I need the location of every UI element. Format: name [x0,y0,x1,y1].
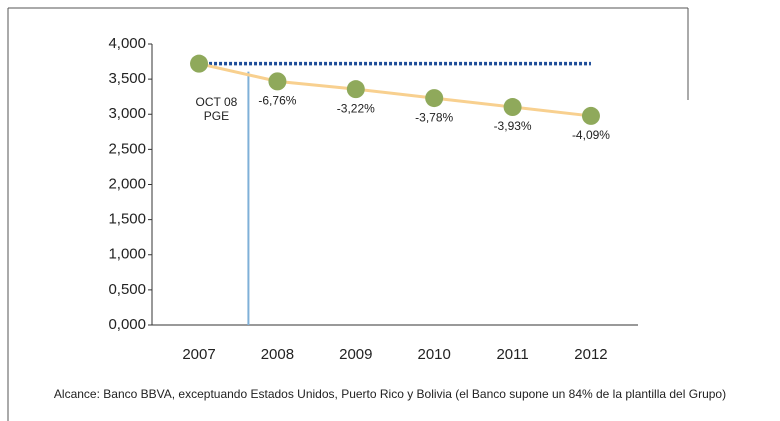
point-label: -4,09% [572,128,610,142]
footnote: Alcance: Banco BBVA, exceptuando Estados… [54,387,726,401]
point [425,89,444,108]
x-tick-label: 2010 [418,346,451,363]
point-label: -6,76% [258,94,296,108]
x-tick-label: 2008 [261,346,294,363]
point [346,80,365,99]
y-tick-label: 3,000 [108,105,146,122]
y-tick-label: 4,000 [108,35,146,52]
x-tick-label: 2007 [182,346,215,363]
point [190,54,209,73]
x-tick-label: 2012 [574,346,607,363]
point-label: -3,93% [494,119,532,133]
point-label: -3,22% [337,101,375,115]
y-tick-label: 2,500 [108,140,146,157]
point [581,106,600,125]
y-tick-label: 1,000 [108,246,146,263]
event-label: OCT 08 [196,95,238,109]
y-tick-label: 0,500 [108,281,146,298]
x-tick-label: 2009 [339,346,372,363]
point-label: -3,78% [415,110,453,124]
event-label: PGE [204,109,229,123]
point [268,72,287,91]
y-tick-label: 3,500 [108,70,146,87]
y-tick-label: 0,000 [108,316,146,333]
y-tick-label: 2,000 [108,175,146,192]
point [503,98,522,117]
x-tick-label: 2011 [496,346,528,363]
y-tick-label: 1,500 [108,211,146,228]
series-line [198,62,592,118]
